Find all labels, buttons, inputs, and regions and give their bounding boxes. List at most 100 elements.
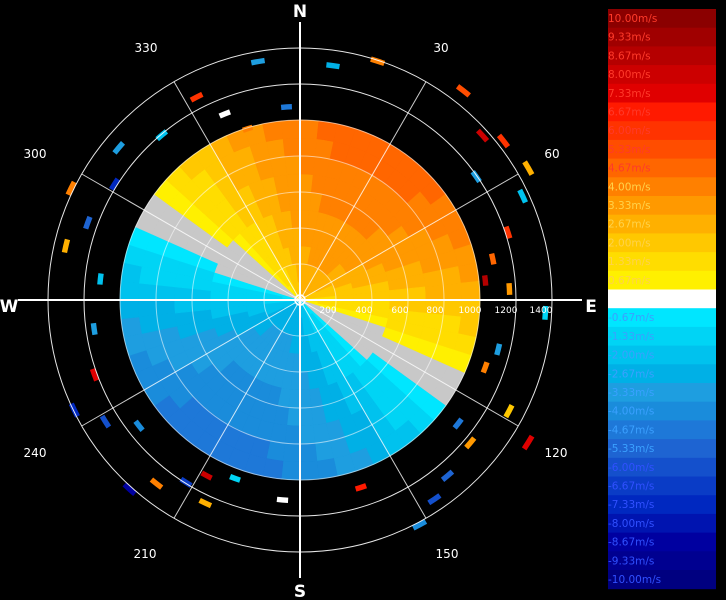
velocity-cell: [282, 442, 301, 463]
legend-swatch: [608, 383, 716, 403]
scatter-gate: [280, 103, 293, 111]
scatter-gate: [354, 483, 368, 492]
scatter-gate: [412, 519, 428, 531]
legend-label: -3.33m/s: [608, 387, 654, 399]
azimuth-spoke: [81, 173, 301, 301]
scatter-gate: [494, 343, 503, 356]
legend-swatch: [608, 326, 716, 347]
scatter-gate: [109, 177, 121, 191]
legend-swatch: [608, 65, 716, 85]
azimuth-spoke: [299, 299, 427, 519]
legend-label: 3.33m/s: [608, 200, 651, 212]
azimuth-label-30: 30: [433, 41, 448, 55]
scatter-gate: [155, 129, 169, 142]
velocity-cell: [155, 284, 176, 301]
scatter-gate: [97, 273, 104, 285]
scatter-gate: [506, 282, 513, 295]
velocity-cell: [137, 282, 158, 301]
velocity-cell: [407, 286, 427, 301]
legend-label: 2.00m/s: [608, 237, 651, 249]
velocity-cell: [299, 371, 310, 391]
legend-label: 1.33m/s: [608, 256, 651, 268]
radar-center-marker: [293, 293, 307, 307]
legend-swatch: [608, 252, 716, 272]
legend-label: 9.33m/s: [608, 32, 651, 44]
legend-swatch: [608, 551, 716, 571]
legend-swatch: [608, 439, 716, 459]
velocity-cell: [280, 460, 301, 481]
scatter-gate: [99, 414, 112, 429]
scatter-gate: [475, 128, 490, 143]
velocity-cell: [389, 288, 409, 301]
velocity-cell: [299, 442, 318, 463]
scatter-gate: [503, 404, 515, 419]
legend-label: -10.00m/s: [608, 574, 661, 586]
legend-label: 8.00m/s: [608, 69, 651, 81]
velocity-cell: [280, 119, 301, 140]
azimuth-spoke: [173, 299, 301, 519]
velocity-cell: [288, 191, 301, 211]
range-label-1200: 1200: [495, 306, 518, 316]
scatter-gate: [503, 225, 513, 240]
legend-label: -8.00m/s: [608, 518, 654, 530]
velocity-cell: [284, 424, 301, 445]
range-label-1400: 1400: [530, 306, 553, 316]
legend-swatch: [608, 345, 716, 365]
cardinal-s: S: [294, 582, 306, 600]
velocity-cell: [286, 173, 301, 193]
velocity-cell: [286, 407, 301, 427]
legend-swatch: [608, 46, 716, 66]
scatter-gate: [326, 62, 340, 70]
azimuth-spoke: [299, 173, 519, 301]
scatter-gate: [189, 91, 204, 103]
velocity-cell: [284, 155, 301, 176]
legend-swatch: [608, 289, 716, 309]
legend-label: 10.00m/s: [608, 13, 657, 25]
velocity-color-legend: 10.00m/s 9.33m/s 8.67m/s 8.00m/s 7.33m/s 6.67…: [608, 9, 716, 590]
scatter-gate: [229, 474, 241, 483]
azimuth-spoke: [299, 81, 427, 301]
scatter-gate: [481, 275, 489, 286]
velocity-cell: [282, 137, 301, 158]
scatter-gate: [522, 160, 535, 176]
azimuth-spoke: [81, 299, 301, 427]
scatter-gate: [440, 469, 455, 482]
legend-swatch: [608, 196, 716, 216]
scatter-gate: [276, 496, 289, 504]
azimuth-label-300: 300: [24, 147, 47, 161]
scatter-gate: [112, 141, 126, 155]
scatter-gate: [488, 253, 497, 265]
legend-label: 2.67m/s: [608, 219, 651, 231]
velocity-cell: [458, 262, 480, 284]
velocity-cell: [119, 280, 140, 301]
scatter-gate: [455, 84, 471, 98]
velocity-cell: [440, 265, 462, 286]
range-label-200: 200: [319, 306, 336, 316]
cardinal-e: E: [585, 297, 597, 317]
scatter-gate: [218, 109, 231, 119]
legend-label: -2.00m/s: [608, 350, 654, 362]
legend-swatch: [608, 476, 716, 496]
velocity-cell: [299, 119, 320, 140]
legend-label: -6.00m/s: [608, 462, 654, 474]
scatter-gate: [198, 497, 213, 509]
legend-swatch: [608, 177, 716, 197]
velocity-cell: [155, 299, 176, 316]
scatter-gate: [250, 57, 266, 66]
azimuth-spoke: [299, 299, 519, 427]
legend-label: -9.33m/s: [608, 555, 654, 567]
legend-swatch: [608, 233, 716, 253]
velocity-cell: [209, 299, 229, 310]
legend-swatch: [608, 27, 716, 47]
scatter-gate: [83, 215, 93, 230]
legend-swatch: [608, 495, 716, 515]
legend-label: 6.00m/s: [608, 125, 651, 137]
velocity-cell: [460, 280, 481, 301]
range-label-400: 400: [355, 306, 372, 316]
velocity-cell: [299, 407, 314, 427]
legend-label: -7.33m/s: [608, 499, 654, 511]
legend-label: 0.67m/s: [608, 275, 651, 287]
velocity-cell: [138, 314, 160, 335]
legend-swatch: [608, 401, 716, 421]
